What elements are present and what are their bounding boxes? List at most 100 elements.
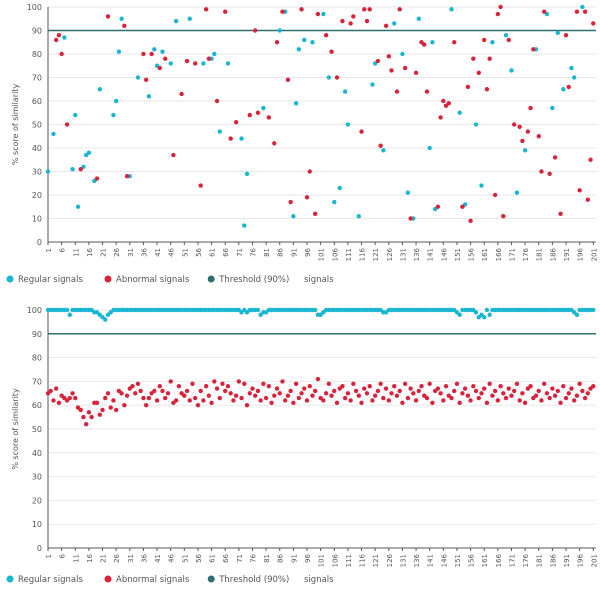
- x-tick-label: 11: [72, 554, 80, 563]
- x-tick-label: 141: [427, 248, 435, 261]
- regular-signal-point: [405, 190, 411, 195]
- x-tick-label: 131: [399, 248, 407, 261]
- abnormal-signal-point: [223, 9, 228, 14]
- abnormal-signal-point: [495, 11, 501, 17]
- y-tick-label: 40: [32, 144, 42, 153]
- abnormal-signal-point: [190, 381, 195, 386]
- x-tick-label: 56: [195, 247, 203, 256]
- abnormal-signal-point: [452, 40, 457, 45]
- regular-signal-point: [487, 312, 492, 317]
- abnormal-signal-point: [482, 386, 487, 391]
- abnormal-signal-point: [244, 403, 250, 408]
- abnormal-signal-point: [288, 388, 293, 394]
- regular-signal-point: [490, 40, 495, 45]
- abnormal-signal-point: [198, 183, 203, 188]
- abnormal-signal-point: [558, 211, 563, 216]
- abnormal-signal-point: [329, 49, 334, 54]
- regular-signal-point: [392, 21, 397, 26]
- abnormal-signal-point: [233, 119, 239, 125]
- abnormal-signal-point: [266, 115, 272, 120]
- abnormal-signal-point: [193, 395, 198, 401]
- abnormal-signal-point: [413, 70, 419, 76]
- abnormal-signal-point: [214, 386, 220, 391]
- abnormal-signal-point: [501, 213, 506, 219]
- abnormal-signal-point: [484, 400, 490, 406]
- regular-signal-point: [296, 47, 302, 52]
- abnormal-signal-point: [173, 398, 179, 403]
- regular-signal-point: [225, 61, 231, 66]
- abnormal-signal-point: [255, 110, 261, 115]
- x-tick-label: 101: [318, 554, 326, 567]
- abnormal-signal-point: [83, 422, 89, 427]
- regular-signal-point: [51, 131, 56, 137]
- abnormal-signal-point: [351, 14, 356, 19]
- abnormal-signal-point: [217, 395, 222, 401]
- y-tick-label: 70: [32, 377, 42, 386]
- abnormal-signal-point: [372, 393, 378, 398]
- x-tick-label: 146: [440, 553, 448, 567]
- abnormal-signal-point: [512, 388, 517, 394]
- x-tick-label: 121: [372, 248, 380, 261]
- regular-signal-point: [242, 223, 247, 228]
- abnormal-signal-point: [236, 379, 242, 384]
- x-tick-label: 36: [140, 553, 148, 562]
- abnormal-signal-point: [81, 414, 86, 420]
- regular-signal-point: [430, 40, 435, 45]
- abnormal-signal-point: [558, 400, 563, 406]
- abnormal-signal-point: [277, 391, 282, 396]
- abnormal-signal-point: [484, 87, 490, 92]
- abnormal-signal-point: [146, 395, 152, 401]
- abnormal-signal-point: [348, 398, 353, 403]
- abnormal-signal-point: [266, 383, 272, 389]
- y-tick-label: 100: [27, 3, 42, 12]
- abnormal-signal-point: [340, 383, 345, 389]
- abnormal-signal-point: [552, 393, 558, 398]
- abnormal-signal-point: [386, 398, 391, 403]
- abnormal-signal-point: [135, 381, 141, 386]
- abnormal-signal-point: [482, 37, 487, 43]
- abnormal-signal-point: [334, 75, 340, 80]
- regular-signal-point: [400, 51, 405, 57]
- abnormal-signal-point: [566, 84, 571, 90]
- abnormal-signal-point: [288, 199, 293, 205]
- abnormal-signal-point: [394, 89, 400, 94]
- abnormal-signal-point: [307, 169, 312, 174]
- abnormal-signal-point: [291, 400, 296, 406]
- regular-signal-point: [293, 101, 299, 106]
- regular-signal-point: [503, 33, 509, 38]
- abnormal-signal-point: [220, 381, 225, 386]
- y-tick-label: 90: [32, 27, 42, 36]
- abnormal-signal-point: [315, 376, 321, 382]
- x-tick-label: 106: [331, 553, 339, 567]
- abnormal-signal-point: [130, 383, 135, 389]
- x-tick-label: 96: [304, 247, 312, 256]
- abnormal-signal-point: [255, 388, 261, 394]
- regular-signal-point: [255, 307, 261, 313]
- abnormal-signal-point: [329, 393, 334, 398]
- abnormal-signal-point: [364, 18, 370, 24]
- regular-signal-point: [509, 68, 514, 73]
- abnormal-signal-point: [571, 398, 577, 403]
- y-tick-label: 50: [32, 425, 42, 434]
- regular-signal-point: [569, 65, 574, 71]
- abnormal-signal-point: [408, 386, 413, 391]
- abnormal-signal-point: [223, 388, 228, 394]
- abnormal-signal-point: [419, 383, 424, 389]
- x-tick-label: 61: [209, 554, 217, 563]
- abnormal-signal-point: [525, 129, 531, 134]
- abnormal-signal-point: [304, 398, 310, 403]
- regular-signal-point: [119, 16, 124, 21]
- abnormal-signal-point: [383, 23, 389, 28]
- x-tick-label: 51: [181, 554, 189, 563]
- abnormal-signal-point: [193, 61, 198, 66]
- abnormal-signal-point: [280, 379, 285, 384]
- regular-signal-point: [173, 18, 179, 24]
- abnormal-signal-point: [269, 400, 274, 406]
- abnormal-signal-point: [195, 403, 201, 408]
- abnormal-signal-point: [312, 388, 318, 394]
- x-tick-label: 171: [508, 248, 516, 261]
- x-tick-label: 71: [236, 248, 244, 257]
- x-tick-label: 46: [168, 247, 176, 256]
- abnormal-signal-point: [441, 98, 446, 104]
